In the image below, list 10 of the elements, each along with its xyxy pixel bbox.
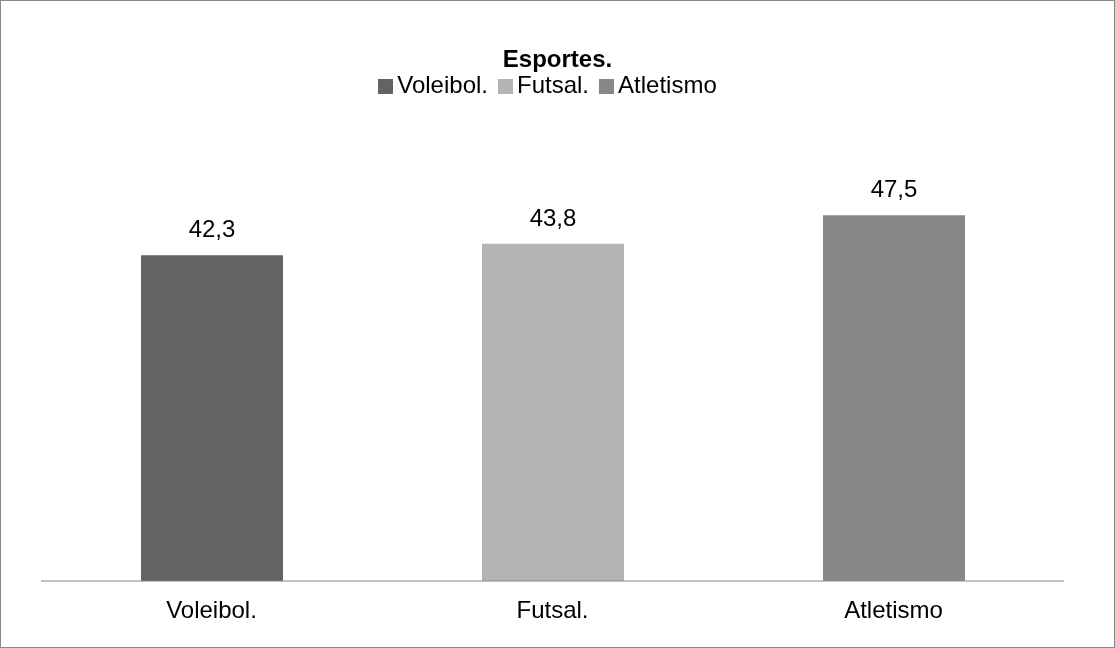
legend-label: Futsal. [517,71,590,98]
chart-title: Esportes. [501,45,614,72]
data-label: 42,3 [188,215,236,243]
x-tick-label: Voleibol. [166,596,257,624]
legend-label: Voleibol. [397,71,488,98]
x-tick-label: Futsal. [516,596,589,624]
data-label: 47,5 [870,175,918,203]
x-tick-label: Atletismo [844,596,943,624]
data-label: 43,8 [529,203,577,231]
legend-label: Atletismo [618,71,717,98]
